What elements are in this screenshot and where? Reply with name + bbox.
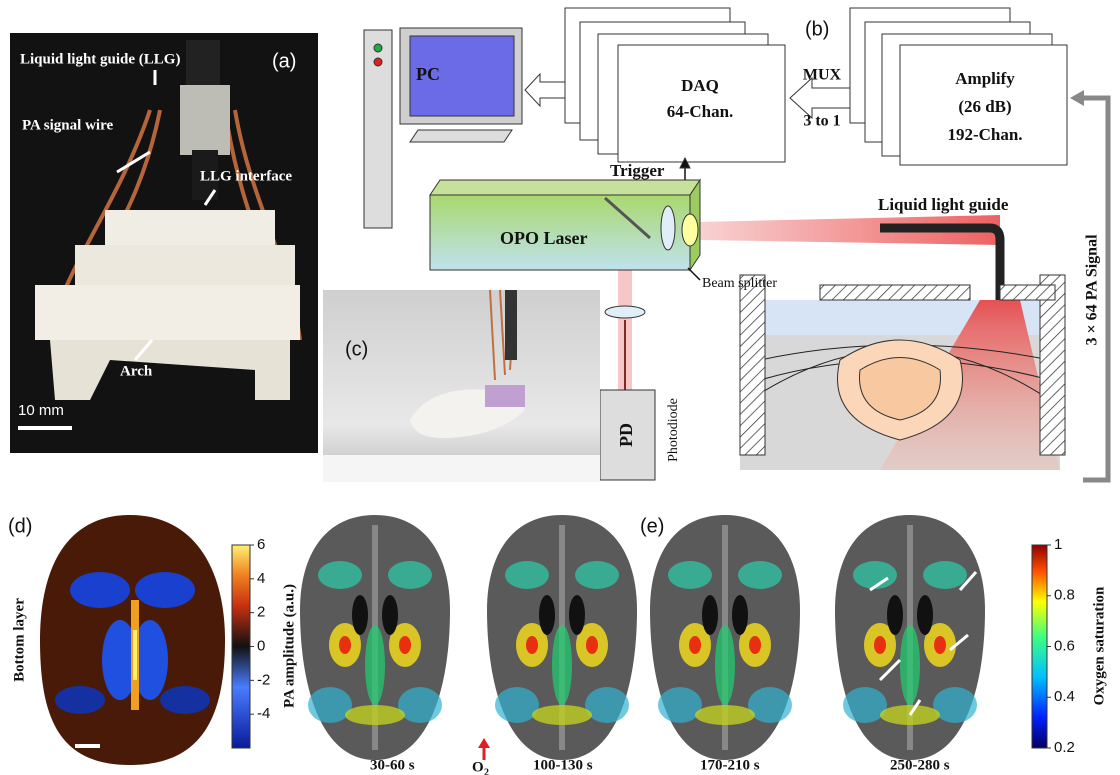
time-label: 250-280 s (890, 757, 950, 773)
photodiode-label: Photodiode (666, 398, 681, 462)
colorbar-tick-label: 0.2 (1054, 739, 1075, 756)
annotation: Arch (120, 363, 153, 379)
oxygen-map (650, 515, 800, 760)
panel-label: (e) (640, 515, 664, 537)
colorbar-tick-label: 0.6 (1054, 637, 1075, 654)
annotation: PA signal wire (22, 117, 113, 133)
time-label: 100-130 s (533, 757, 593, 773)
colorbar-title: PA amplitude (a.u.) (281, 584, 297, 708)
light-guide-label: Liquid light guide (878, 195, 1009, 214)
panel-label: (c) (345, 338, 368, 360)
detector-label: PD (616, 423, 636, 447)
oxygen-map (835, 515, 985, 760)
panel-label: (b) (805, 18, 829, 40)
block-label: MUX (803, 67, 842, 84)
annotation: Liquid light guide (LLG) (20, 51, 180, 67)
trigger-label: Trigger (610, 161, 665, 180)
annotation: LLG interface (200, 168, 292, 184)
colorbar-tick-label: -4 (257, 705, 270, 722)
colorbar (1032, 545, 1047, 748)
beam-splitter-label: Beam splitter (702, 276, 777, 291)
block-label: (26 dB) (958, 97, 1011, 116)
colorbar-title: Oxygen saturation (1091, 586, 1107, 705)
block-label: 64-Chan. (667, 102, 734, 121)
panel-d: (d) Bottom layer PA amplitude (a.u.) (8, 515, 297, 765)
colorbar-tick-label: -2 (257, 671, 270, 688)
block-label: 192-Chan. (947, 125, 1022, 144)
colorbar-tick-label: 1 (1054, 536, 1062, 553)
colorbar-tick-label: 0 (257, 637, 265, 654)
block-label: DAQ (681, 76, 719, 95)
figure: Liquid light guide (LLG) (a) PA signal w… (0, 0, 1120, 775)
colorbar-tick-label: 2 (257, 604, 265, 621)
laser-label: OPO Laser (500, 228, 588, 248)
panel-label: (d) (8, 515, 32, 537)
panel-a: Liquid light guide (LLG) (a) PA signal w… (10, 33, 318, 453)
scale-bar-label: 10 mm (18, 402, 64, 419)
colorbar-tick-label: 0.4 (1054, 688, 1075, 705)
panel-label: (a) (272, 50, 296, 72)
oxygen-map (300, 515, 450, 760)
stimulus-subscript: 2 (484, 767, 489, 775)
oxygen-map (487, 515, 637, 760)
colorbar-tick-label: 4 (257, 570, 265, 587)
time-label: 30-60 s (370, 757, 415, 773)
layer-label: Bottom layer (11, 598, 27, 682)
block-label: Amplify (955, 69, 1015, 88)
colorbar (232, 545, 250, 748)
signal-label: 3 × 64 PA Signal (1084, 234, 1101, 346)
block-label: PC (416, 64, 440, 84)
stimulus-label: O (472, 759, 484, 775)
panel-e: (e) 30-60 s 100-130 s 170-210 s 250-280 … (300, 515, 1107, 775)
block-label: 3 to 1 (803, 113, 840, 130)
time-label: 170-210 s (700, 757, 760, 773)
colorbar-tick-label: 0.8 (1054, 587, 1075, 604)
colorbar-tick-label: 6 (257, 536, 265, 553)
panel-c: (c) (323, 290, 600, 482)
